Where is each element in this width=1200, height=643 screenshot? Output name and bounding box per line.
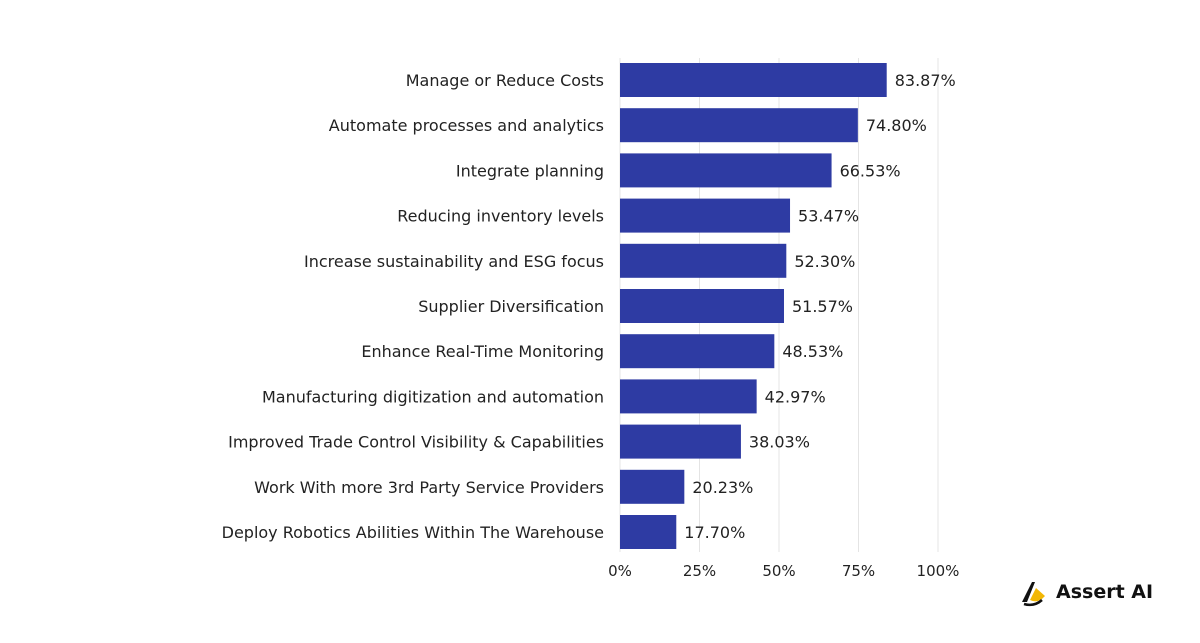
x-tick-label: 0%	[608, 562, 632, 580]
category-label: Enhance Real-Time Monitoring	[361, 342, 604, 361]
value-label: 52.30%	[794, 252, 855, 271]
bar	[620, 469, 685, 504]
x-tick-label: 75%	[842, 562, 875, 580]
category-label: Work With more 3rd Party Service Provide…	[254, 478, 604, 497]
bar	[620, 424, 741, 459]
value-label: 48.53%	[782, 342, 843, 361]
category-label: Integrate planning	[456, 161, 604, 180]
bar	[620, 108, 858, 143]
brand-logo: Assert AI	[1018, 576, 1153, 608]
value-label: 38.03%	[749, 433, 810, 452]
value-label: 83.87%	[895, 71, 956, 90]
value-label: 53.47%	[798, 207, 859, 226]
bar	[620, 515, 677, 549]
x-tick-label: 100%	[917, 562, 960, 580]
bar	[620, 153, 832, 188]
category-label: Reducing inventory levels	[397, 207, 604, 226]
category-label: Improved Trade Control Visibility & Capa…	[228, 433, 604, 452]
category-label: Manufacturing digitization and automatio…	[262, 387, 604, 406]
value-label: 66.53%	[840, 161, 901, 180]
value-label: 17.70%	[684, 523, 745, 542]
category-label: Deploy Robotics Abilities Within The War…	[222, 523, 604, 542]
value-label: 42.97%	[765, 387, 826, 406]
category-label: Supplier Diversification	[418, 297, 604, 316]
category-label: Automate processes and analytics	[329, 116, 604, 135]
brand-name: Assert AI	[1056, 581, 1154, 603]
category-label: Increase sustainability and ESG focus	[304, 252, 604, 271]
value-label: 74.80%	[866, 116, 927, 135]
bar	[620, 379, 757, 414]
bar	[620, 198, 791, 233]
category-label: Manage or Reduce Costs	[406, 71, 604, 90]
bar	[620, 334, 775, 369]
x-tick-label: 50%	[762, 562, 795, 580]
bar	[620, 243, 787, 278]
value-label: 51.57%	[792, 297, 853, 316]
assert-ai-logo-icon	[1022, 582, 1045, 607]
x-tick-label: 25%	[683, 562, 716, 580]
bar	[620, 289, 784, 323]
value-label: 20.23%	[692, 478, 753, 497]
bar	[620, 63, 887, 97]
